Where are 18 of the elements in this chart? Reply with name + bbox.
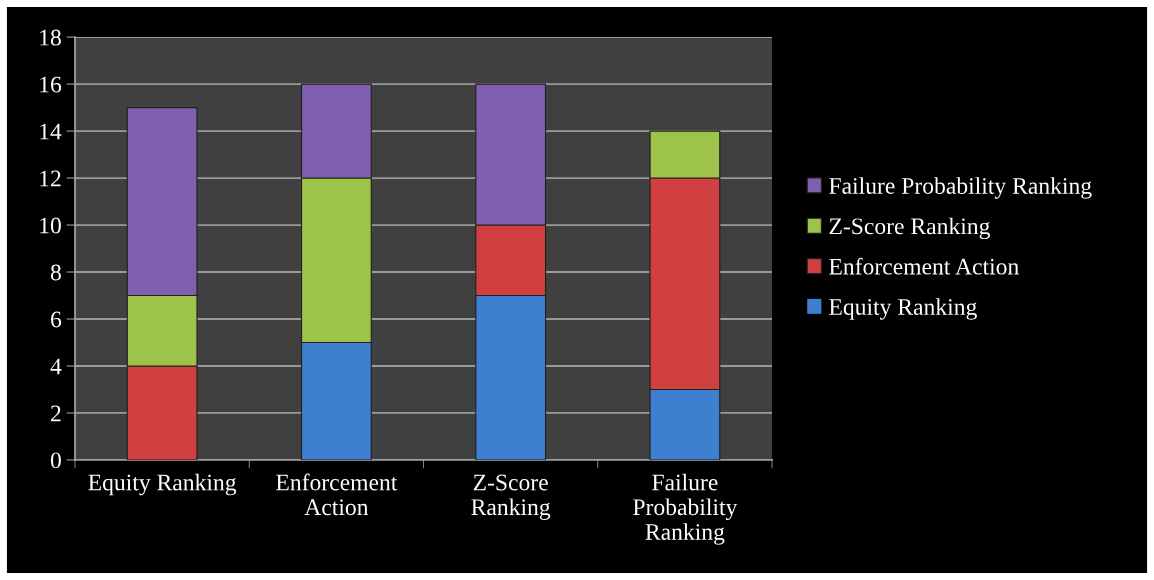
- y-tick-label: 16: [40, 76, 62, 93]
- y-tick-label: 6: [51, 311, 62, 328]
- y-tick-label: 14: [40, 123, 62, 140]
- legend-label: Failure Probability Ranking: [829, 177, 1092, 199]
- legend-label: Z-Score Ranking: [829, 217, 990, 240]
- legend-label: Equity Ranking: [829, 298, 977, 320]
- y-tick-label: 0: [50, 452, 61, 469]
- y-tick-label: 8: [50, 264, 61, 281]
- y-tick-label: 12: [40, 170, 61, 187]
- legend-label: Enforcement Action: [829, 257, 1019, 275]
- x-tick-label: Equity Ranking: [88, 473, 237, 496]
- x-tick-label: Z-Score Ranking: [471, 474, 551, 520]
- y-tick-label: 4: [50, 358, 62, 375]
- y-tick-label: 10: [40, 217, 61, 234]
- y-tick-label: 18: [40, 29, 61, 46]
- x-tick-label: Failure Probability Ranking: [633, 473, 738, 545]
- y-tick-label: 2: [51, 405, 61, 422]
- x-tick-label: Enforcement Action: [276, 473, 398, 516]
